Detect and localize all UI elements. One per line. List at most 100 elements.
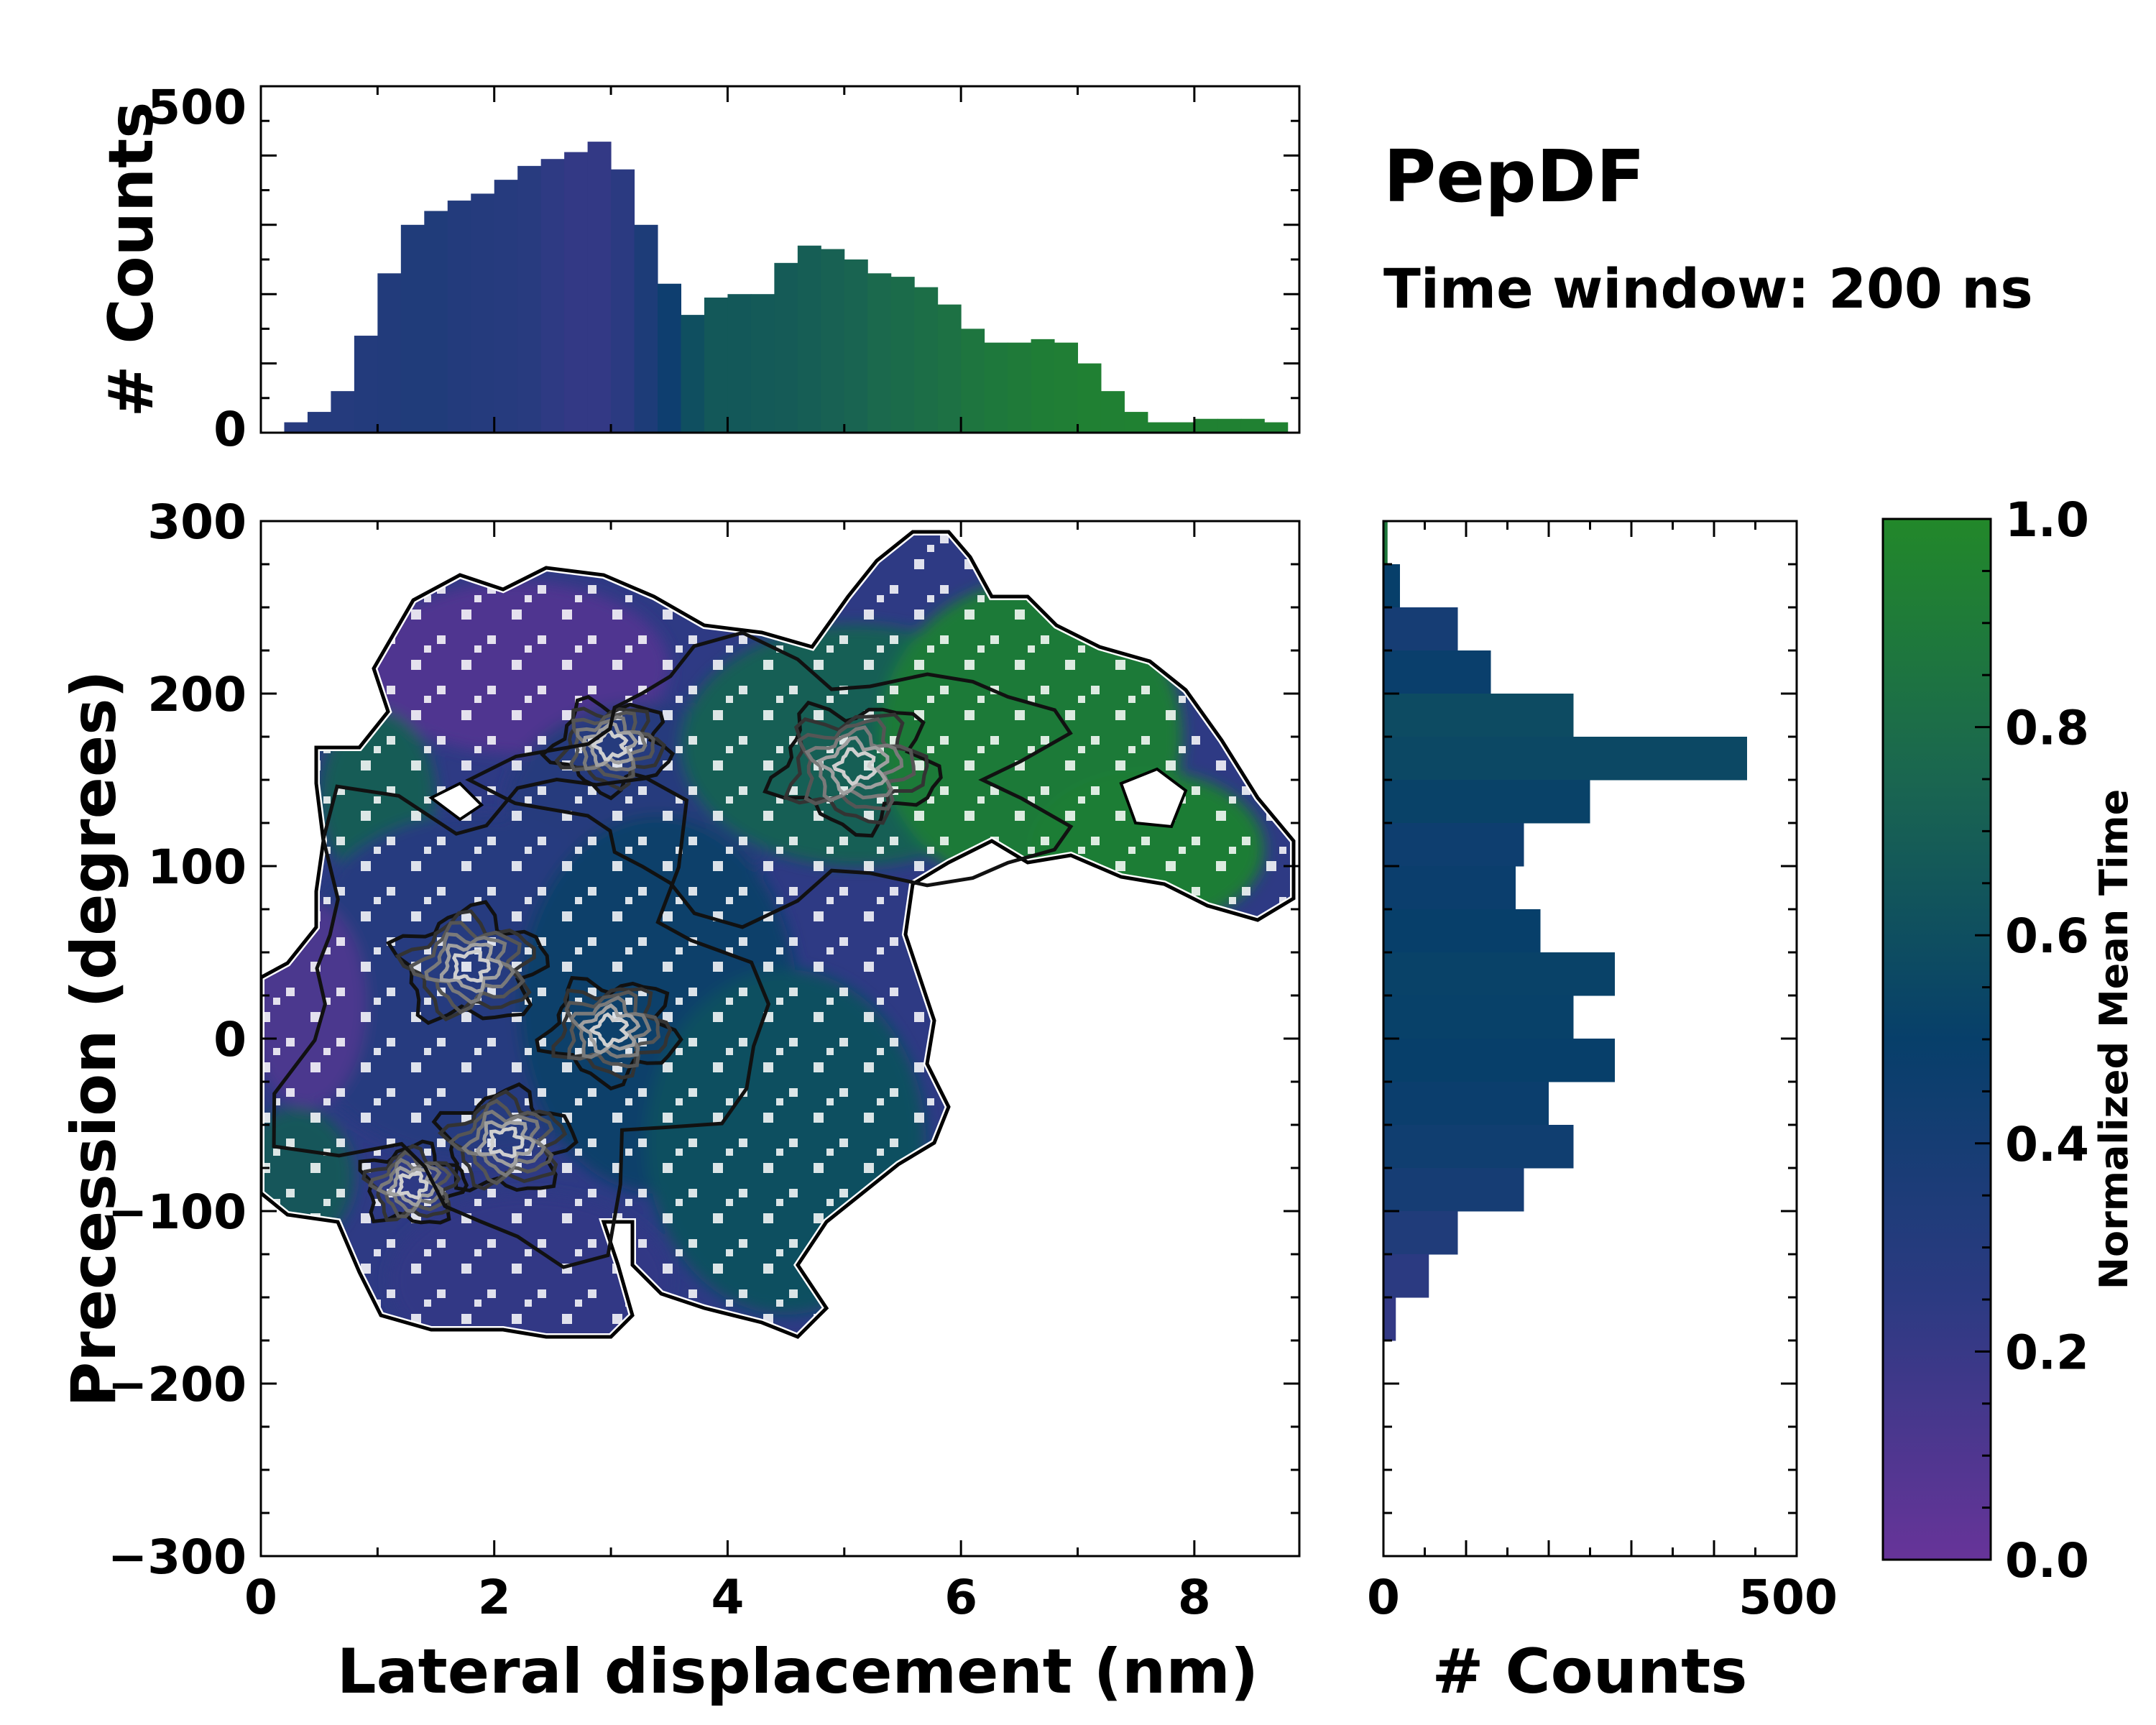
right-histogram: 0 500 # Counts bbox=[1367, 520, 1838, 1708]
density-contour bbox=[408, 921, 526, 1014]
density-contour bbox=[475, 1120, 536, 1169]
top-histogram-bar bbox=[447, 201, 471, 433]
main-ytick-label: −100 bbox=[108, 1184, 247, 1240]
colorbar-ticks bbox=[1975, 518, 1991, 1561]
top-histogram-bar bbox=[540, 159, 565, 433]
density-contour bbox=[564, 990, 661, 1069]
top-histogram-bar bbox=[867, 273, 892, 433]
top-histogram-bar bbox=[704, 298, 728, 433]
main-ytick-label: −300 bbox=[108, 1530, 247, 1585]
density-contour bbox=[439, 942, 504, 993]
heatmap-density-contours bbox=[272, 630, 1074, 1269]
top-histogram-bar bbox=[1147, 422, 1171, 433]
density-contour bbox=[591, 728, 629, 761]
colorbar-tick-label: 0.8 bbox=[2005, 701, 2089, 756]
right-histogram-bar bbox=[1383, 1211, 1458, 1255]
heatmap-empty-bins bbox=[261, 532, 1294, 1337]
top-histogram-bar bbox=[494, 180, 518, 433]
main-ylabel: Precession (degrees) bbox=[58, 670, 130, 1407]
main-xtick-label: 0 bbox=[244, 1570, 277, 1625]
top-histogram-bar bbox=[727, 294, 752, 433]
top-histogram-bar bbox=[1100, 391, 1125, 433]
density-contour bbox=[783, 712, 929, 825]
colorbar-tick-labels: 0.0 0.2 0.4 0.6 0.8 1.0 bbox=[2005, 492, 2089, 1588]
right-histogram-bar bbox=[1383, 823, 1524, 867]
right-xlabel: # Counts bbox=[1432, 1636, 1748, 1708]
heatmap-hole bbox=[428, 781, 484, 822]
top-histogram-bar bbox=[681, 315, 705, 433]
colorbar-tick-label: 0.0 bbox=[2005, 1533, 2089, 1588]
density-contour bbox=[589, 1012, 630, 1048]
top-histogram-bar bbox=[1054, 342, 1079, 433]
main-ticks bbox=[259, 520, 1299, 1558]
main-ytick-label: −200 bbox=[108, 1357, 247, 1412]
density-contour bbox=[577, 1003, 641, 1055]
right-histogram-bar bbox=[1383, 607, 1458, 651]
heatmap-empty-bin-pattern bbox=[261, 532, 1294, 1337]
density-contour bbox=[569, 995, 652, 1059]
right-histogram-bar bbox=[1383, 1039, 1615, 1082]
right-xtick-label-0: 0 bbox=[1367, 1570, 1400, 1625]
top-ytick-label-0: 0 bbox=[213, 402, 247, 457]
main-ytick-label: 300 bbox=[147, 494, 247, 550]
density-contour bbox=[831, 747, 877, 786]
main-xtick-label: 2 bbox=[478, 1570, 511, 1625]
top-histogram-bar bbox=[424, 211, 448, 433]
top-histogram-bar bbox=[750, 294, 775, 433]
right-histogram-bar bbox=[1383, 650, 1491, 694]
right-histogram-bar bbox=[1383, 866, 1516, 910]
density-contour bbox=[448, 1098, 554, 1186]
density-contour bbox=[396, 1172, 429, 1200]
main-xlabel: Lateral displacement (nm) bbox=[337, 1636, 1258, 1708]
top-histogram-bar bbox=[400, 224, 425, 433]
main-xtick-label: 6 bbox=[944, 1570, 977, 1625]
top-histogram-bar bbox=[517, 165, 542, 433]
top-histogram: 0 500 # Counts bbox=[96, 80, 1301, 457]
top-histogram-bar bbox=[1008, 342, 1032, 433]
main-ytick-label: 200 bbox=[147, 667, 247, 722]
density-contour bbox=[461, 1109, 546, 1178]
right-histogram-bar bbox=[1383, 694, 1574, 737]
density-contour bbox=[367, 1150, 452, 1219]
right-histogram-bar bbox=[1383, 780, 1590, 824]
top-histogram-bar bbox=[658, 283, 681, 433]
colorbar-gradient bbox=[1881, 518, 1992, 1561]
right-histogram-bar bbox=[1383, 952, 1615, 996]
top-histogram-bar bbox=[284, 422, 308, 433]
top-histogram-bars bbox=[284, 142, 1289, 433]
figure-subtitle: Time window: 200 ns bbox=[1383, 257, 2033, 321]
top-histogram-bar bbox=[1124, 412, 1148, 433]
main-xtick-label: 4 bbox=[711, 1570, 744, 1625]
density-contour bbox=[376, 1157, 444, 1214]
right-histogram-bar bbox=[1383, 1297, 1396, 1341]
top-histogram-bar bbox=[774, 262, 798, 433]
right-histogram-bar bbox=[1383, 909, 1541, 953]
top-histogram-bar bbox=[1194, 418, 1218, 433]
colorbar: 0.0 0.2 0.4 0.6 0.8 1.0 Normalized Mean Time bbox=[1881, 492, 2137, 1588]
colorbar-tick-label: 0.4 bbox=[2005, 1117, 2089, 1172]
heatmap-hole bbox=[1119, 767, 1188, 829]
top-histogram-bar bbox=[377, 273, 402, 433]
top-histogram-bar bbox=[984, 342, 1008, 433]
top-histogram-bar bbox=[797, 245, 821, 433]
top-histogram-bar bbox=[961, 328, 985, 433]
right-histogram-bars bbox=[1383, 521, 1747, 1341]
right-histogram-bar bbox=[1383, 1125, 1574, 1169]
right-histogram-bar bbox=[1383, 564, 1400, 608]
main-ytick-label: 100 bbox=[147, 840, 247, 895]
top-histogram-bar bbox=[890, 277, 915, 433]
top-histogram-bar bbox=[937, 304, 962, 433]
figure-title: PepDF bbox=[1383, 134, 1645, 218]
top-histogram-bar bbox=[611, 169, 635, 433]
right-histogram-bar bbox=[1383, 1082, 1549, 1126]
top-histogram-bar bbox=[564, 152, 589, 433]
top-histogram-bar bbox=[1171, 422, 1195, 433]
top-ytick-label-500: 500 bbox=[147, 80, 247, 135]
right-histogram-bar bbox=[1383, 737, 1747, 781]
right-histogram-bar bbox=[1383, 1168, 1524, 1212]
top-histogram-bar bbox=[1217, 418, 1242, 433]
top-histogram-bar bbox=[331, 391, 355, 433]
main-xtick-label: 8 bbox=[1178, 1570, 1211, 1625]
density-contour bbox=[488, 1126, 525, 1159]
